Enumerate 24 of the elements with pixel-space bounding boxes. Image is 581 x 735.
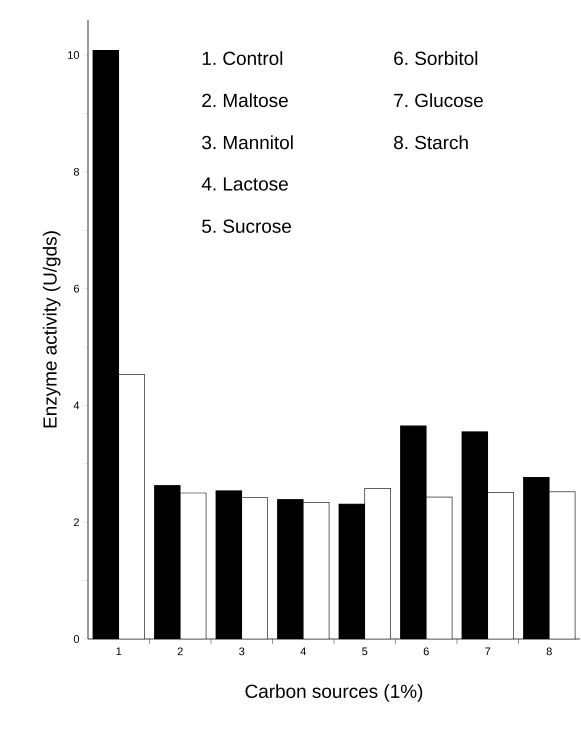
- x-tick-label: 4: [300, 648, 306, 656]
- annotation: 7. Glucose: [394, 93, 483, 108]
- annotation: 6. Sorbitol: [394, 51, 478, 66]
- x-tick-label: 2: [178, 648, 183, 656]
- x-tick-label: 5: [362, 648, 368, 656]
- x-tick-label: 7: [485, 648, 490, 656]
- annotation: 3. Mannitol: [202, 135, 293, 150]
- annotation: 4. Lactose: [202, 177, 288, 191]
- y-tick-label: 8: [74, 168, 80, 176]
- y-tick-label: 0: [74, 635, 80, 643]
- y-tick-label: 10: [68, 51, 80, 59]
- y-axis-title: Enzyme activity (U/gds): [42, 231, 60, 428]
- y-tick-label: 6: [74, 284, 80, 292]
- y-tick-label: 4: [74, 402, 80, 410]
- x-axis-title: Carbon sources (1%): [246, 684, 422, 702]
- annotation: 2. Maltose: [202, 93, 288, 108]
- annotation: 8. Starch: [394, 135, 468, 150]
- annotation: 5. Sucrose: [202, 220, 291, 233]
- x-tick-label: 3: [239, 648, 244, 656]
- annotation: 1. Control: [202, 51, 282, 66]
- x-tick-label: 8: [546, 648, 552, 656]
- x-tick-label: 1: [116, 648, 122, 656]
- y-tick-label: 2: [74, 518, 79, 526]
- x-tick-label: 6: [424, 648, 429, 656]
